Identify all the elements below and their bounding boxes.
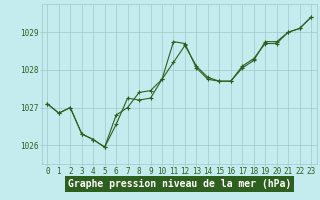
X-axis label: Graphe pression niveau de la mer (hPa): Graphe pression niveau de la mer (hPa) [68,179,291,189]
